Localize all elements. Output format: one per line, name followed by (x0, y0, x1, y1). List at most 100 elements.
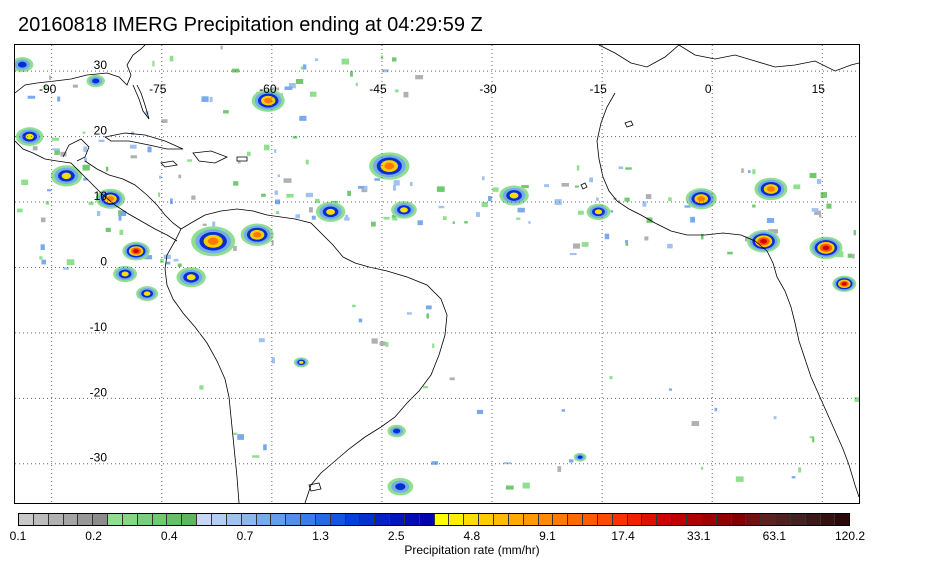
colorbar-swatch (805, 514, 821, 525)
lat-label: 10 (94, 189, 108, 203)
precip-speckle (505, 485, 514, 490)
colorbar-swatch (434, 514, 450, 525)
precip-speckle (492, 187, 499, 192)
colorbar-swatch (197, 514, 212, 525)
precip-speckle (305, 192, 314, 198)
precip-ring (822, 245, 830, 251)
colorbar-swatch (494, 514, 509, 525)
colorbar-swatch (568, 514, 584, 525)
coastline-north-america (15, 45, 146, 94)
precip-speckle (60, 151, 67, 157)
precip-speckle (589, 177, 593, 183)
colorbar-tick-labels: 0.1 0.2 0.4 0.7 1.3 2.5 4.8 9.1 17.4 33.1 63.1 120.… (0, 529, 944, 545)
precip-speckle (158, 175, 162, 179)
precip-speckle (277, 174, 280, 178)
colorbar-swatch (612, 514, 628, 525)
precip-speckle (393, 180, 400, 186)
precip-speckle (237, 160, 241, 164)
precip-speckle (129, 144, 137, 149)
precip-cell (747, 230, 781, 253)
lon-label: -60 (259, 82, 277, 96)
precip-speckle (644, 236, 649, 241)
precip-speckle (625, 240, 628, 244)
colorbar-swatch (241, 514, 257, 525)
precip-speckle (264, 144, 270, 151)
precip-speckle (199, 385, 204, 390)
colorbar-swatch (286, 514, 302, 525)
colorbar-swatch (597, 514, 613, 525)
colorbar-swatch (271, 514, 287, 525)
precip-cell (369, 152, 410, 180)
precip-speckle (118, 210, 121, 216)
precip-speckle (158, 192, 161, 197)
precip-speckle (690, 216, 695, 223)
colorbar-swatch (390, 514, 405, 525)
colorbar-swatch (345, 514, 361, 525)
precip-ring (264, 97, 273, 104)
precip-speckle (561, 183, 570, 187)
precip-ring (61, 172, 72, 180)
precip-speckle (791, 476, 796, 479)
precip-cell (586, 203, 611, 220)
precip-speckle (302, 64, 307, 70)
precip-speckle (392, 185, 397, 191)
precip-speckle (233, 181, 239, 186)
precip-speckle (152, 60, 155, 67)
precip-speckle (233, 245, 237, 251)
precip-speckle (714, 407, 718, 412)
precip-speckle (752, 169, 756, 175)
precip-speckle (700, 233, 704, 240)
precip-cell (754, 177, 788, 201)
lon-label: 15 (812, 82, 826, 96)
colorbar-swatch (226, 514, 242, 525)
precip-ring (384, 162, 395, 170)
precip-speckle (379, 341, 386, 346)
precip-speckle (43, 85, 47, 90)
precip-speckle (52, 148, 60, 151)
colorbar-swatch (627, 514, 643, 525)
precip-speckle (361, 188, 368, 193)
precip-speckle (625, 167, 632, 170)
colorbar-swatch (63, 514, 79, 525)
precip-speckle (741, 168, 744, 173)
precip-speckle (381, 69, 389, 73)
precip-speckle (476, 409, 484, 415)
precip-cell (50, 165, 82, 187)
precip-speckle (798, 467, 802, 473)
map-canvas: -90 -75 -60 -45 -30 -15 0 15 30 20 10 0 -10 -20 -30 (15, 45, 859, 503)
colorbar-swatch (19, 514, 34, 525)
colorbar (18, 513, 850, 526)
precip-speckle (576, 165, 580, 171)
precip-speckle (426, 313, 429, 319)
precip-cell (136, 286, 159, 302)
precip-speckle (84, 157, 87, 162)
precip-speckle (118, 214, 122, 221)
precip-speckle (624, 197, 630, 202)
precip-speckle (311, 215, 316, 220)
colorbar-swatch (746, 514, 762, 525)
precip-speckle (811, 208, 819, 212)
precip-speckle (119, 229, 124, 235)
precip-speckle (350, 71, 353, 77)
precip-speckle (618, 166, 624, 170)
precip-speckle (21, 179, 29, 185)
precip-speckle (554, 199, 562, 205)
precip-speckle (818, 214, 822, 218)
colorbar-swatch (167, 514, 183, 525)
precip-speckle (170, 198, 173, 205)
coastline-jamaica (160, 160, 178, 168)
precip-ring (594, 209, 603, 215)
precip-speckle (45, 201, 50, 205)
coastline-mexico (15, 140, 178, 242)
precip-speckle (187, 159, 193, 162)
coastline-florida (132, 84, 150, 120)
precip-speckle (374, 178, 380, 181)
precip-speckle (246, 151, 251, 157)
precip-speckle (258, 338, 265, 343)
colorbar-swatch (790, 514, 806, 525)
precip-speckle (436, 186, 445, 192)
precip-cell (499, 185, 529, 206)
colorbar-swatch (686, 514, 702, 525)
lon-label: 0 (705, 82, 712, 96)
precip-speckle (363, 185, 368, 191)
